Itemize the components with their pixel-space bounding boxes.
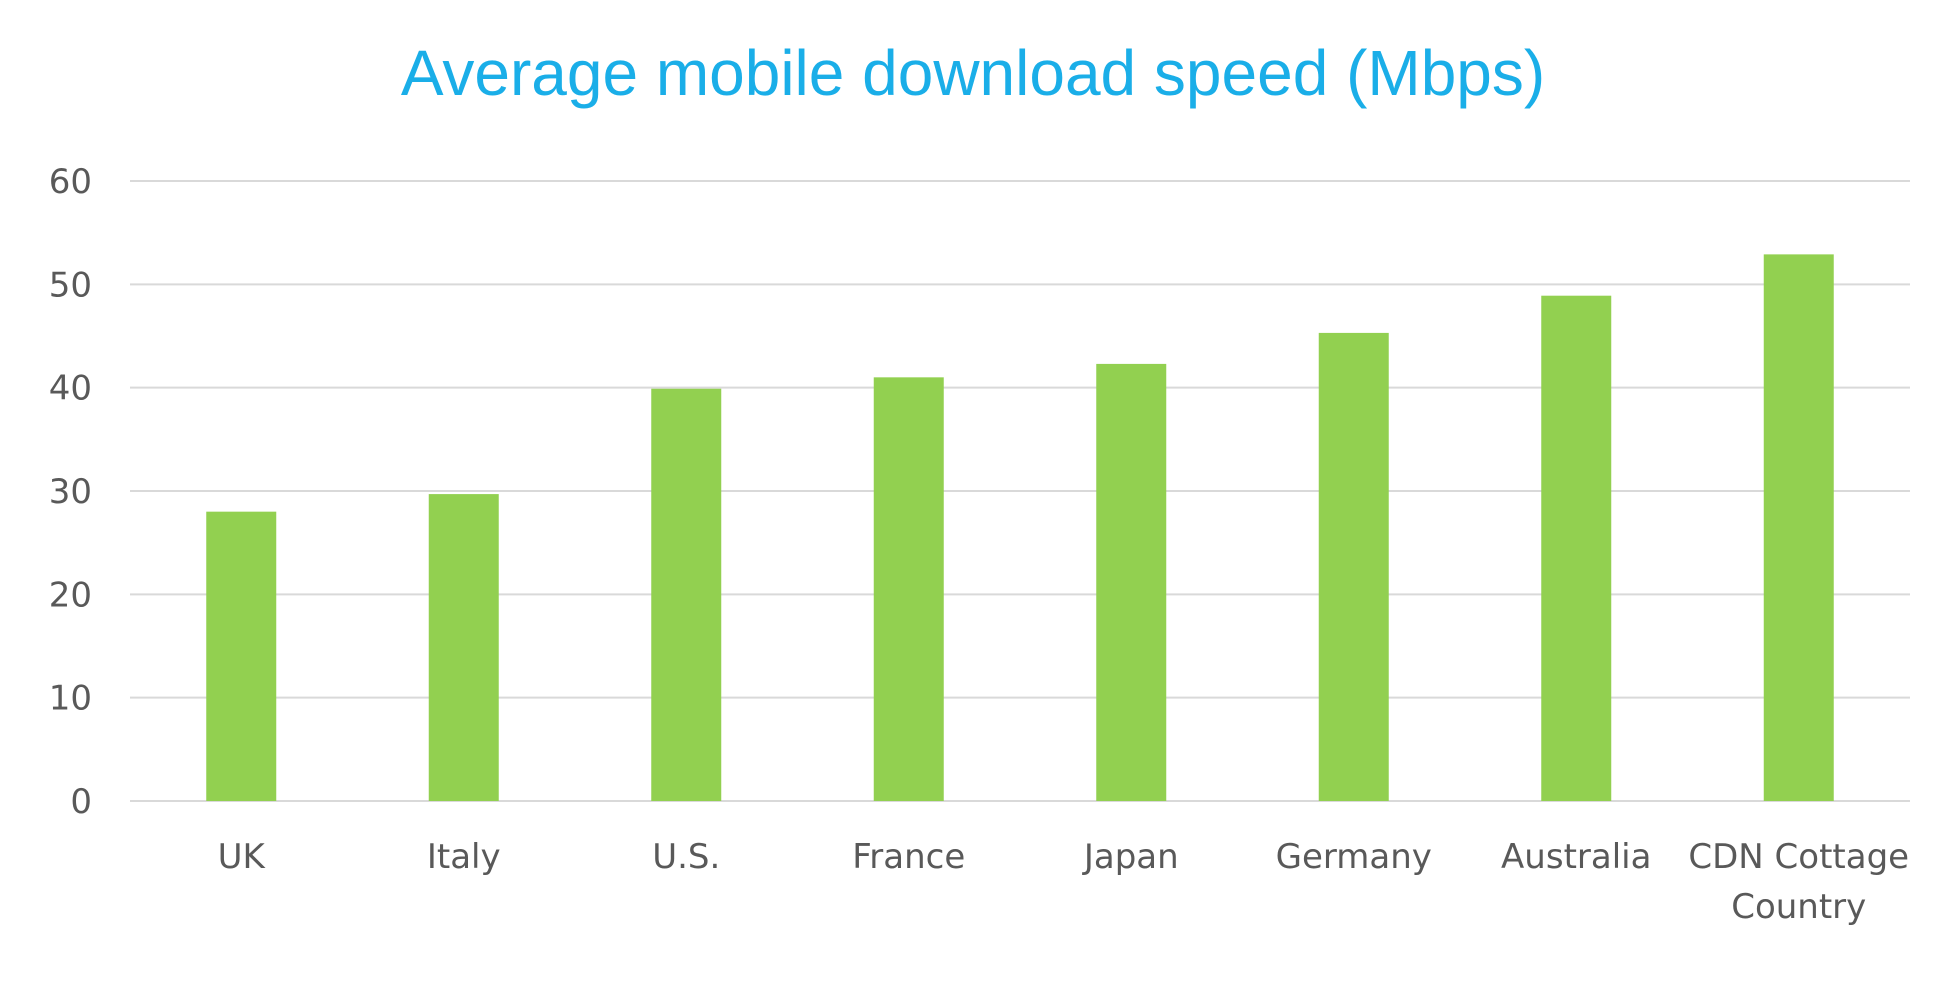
- y-tick-label: 60: [49, 162, 92, 202]
- bar-germany: [1318, 332, 1389, 801]
- x-tick-label: Japan: [1082, 837, 1179, 877]
- bar-france: [873, 377, 944, 801]
- y-tick-label: 20: [49, 575, 92, 615]
- x-tick-label: Germany: [1276, 837, 1432, 877]
- y-tick-label: 10: [49, 679, 92, 719]
- x-tick-label: Italy: [427, 837, 501, 877]
- x-tick-label: UK: [218, 837, 267, 877]
- bar-japan: [1096, 363, 1167, 801]
- chart-title: Average mobile download speed (Mbps): [400, 37, 1546, 109]
- bar-uk: [206, 511, 277, 801]
- x-tick-label: Australia: [1501, 837, 1651, 877]
- x-tick-label: CDN Cottage: [1688, 837, 1909, 877]
- x-tick-label: Country: [1731, 887, 1866, 927]
- y-tick-label: 50: [49, 265, 92, 305]
- x-tick-label: France: [852, 837, 965, 877]
- bar-cdn-cottage-country: [1763, 254, 1834, 801]
- y-tick-label: 30: [49, 472, 92, 512]
- bar-australia: [1541, 295, 1612, 801]
- y-tick-label: 0: [70, 782, 92, 822]
- x-tick-label: U.S.: [652, 837, 720, 877]
- bar-u-s-: [651, 388, 722, 801]
- y-tick-label: 40: [49, 369, 92, 409]
- bar-italy: [428, 494, 499, 801]
